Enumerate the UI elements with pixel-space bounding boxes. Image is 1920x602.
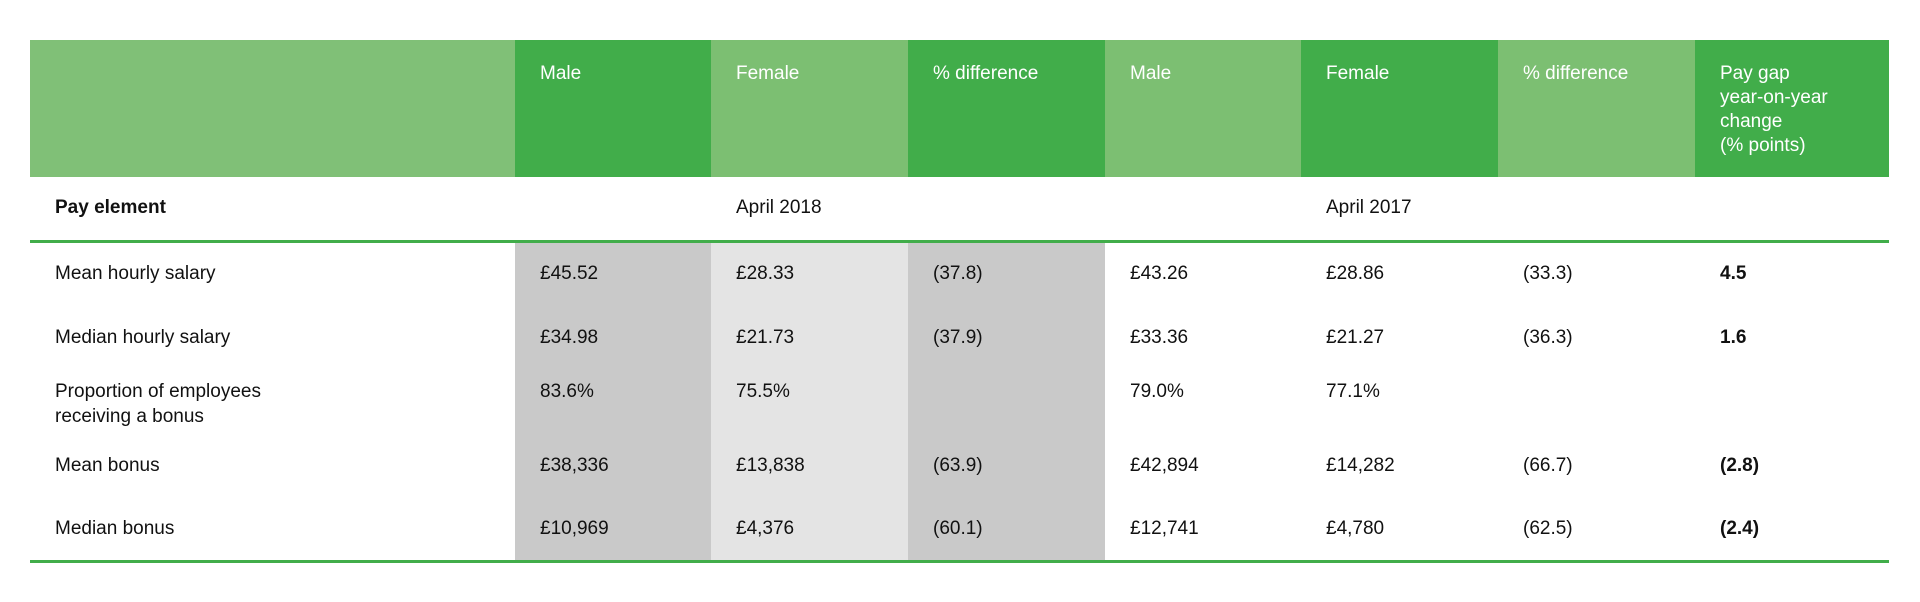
row-label: Mean bonus <box>55 454 160 476</box>
header-change: Pay gap year-on-year change (% points) <box>1695 40 1889 177</box>
header-blank <box>30 40 515 177</box>
table-row: Proportion of employees receiving a bonu… <box>30 369 1889 433</box>
cell-change: (2.8) <box>1720 454 1760 476</box>
cell-female-2018: £4,376 <box>711 497 908 563</box>
cell-diff-2018: (37.9) <box>908 305 1105 369</box>
sub-empty <box>1498 177 1695 243</box>
period-2018-label: April 2018 <box>711 177 908 243</box>
cell-diff-2017: (33.3) <box>1523 263 1573 285</box>
cell-diff-2017: (62.5) <box>1498 497 1695 563</box>
sub-empty <box>908 177 1105 243</box>
cell-male-2018: £38,336 <box>515 433 711 497</box>
cell-female-2017: 77.1% <box>1326 381 1380 402</box>
cell-female-2018: £21.73 <box>711 305 908 369</box>
cell-female-2017: £4,780 <box>1301 497 1498 563</box>
cell-diff-2018: (63.9) <box>908 433 1105 497</box>
table-row: Mean hourly salary £45.52 £28.33 (37.8) … <box>30 241 1889 305</box>
cell-diff-2017 <box>1498 369 1695 433</box>
cell-female-2018: 75.5% <box>711 369 908 433</box>
cell-diff-2017: (66.7) <box>1523 454 1573 476</box>
cell-female-2017: £14,282 <box>1326 454 1395 476</box>
cell-male-2017: £42,894 <box>1130 454 1199 476</box>
header-male-2018: Male <box>515 40 711 177</box>
sub-empty <box>515 177 711 243</box>
header-diff-2017: % difference <box>1498 40 1695 177</box>
row-label: Median bonus <box>30 497 515 563</box>
table-row: Median bonus £10,969 £4,376 (60.1) £12,7… <box>30 497 1889 563</box>
sub-empty <box>1105 177 1301 243</box>
cell-diff-2017: (36.3) <box>1523 326 1573 348</box>
row-label: Proportion of employees receiving a bonu… <box>55 381 261 427</box>
table-row: Mean bonus £38,336 £13,838 (63.9) £42,89… <box>30 433 1889 497</box>
row-label: Median hourly salary <box>55 326 231 348</box>
cell-male-2018: £34.98 <box>515 305 711 369</box>
cell-male-2017: £12,741 <box>1105 497 1301 563</box>
cell-diff-2018 <box>908 369 1105 433</box>
header-female-2018: Female <box>711 40 908 177</box>
cell-change <box>1695 369 1889 433</box>
header-row: Male Female % difference Male Female % d… <box>30 40 1889 177</box>
cell-male-2017: £43.26 <box>1130 263 1189 285</box>
header-diff-2018: % difference <box>908 40 1105 177</box>
cell-female-2017: £28.86 <box>1326 263 1385 285</box>
table-row: Median hourly salary £34.98 £21.73 (37.9… <box>30 305 1889 369</box>
cell-diff-2018: (37.8) <box>908 241 1105 305</box>
cell-change: 4.5 <box>1720 263 1747 285</box>
cell-male-2018: £10,969 <box>515 497 711 563</box>
cell-diff-2018: (60.1) <box>908 497 1105 563</box>
row-label: Mean hourly salary <box>55 263 216 285</box>
cell-female-2018: £13,838 <box>711 433 908 497</box>
cell-change: (2.4) <box>1695 497 1889 563</box>
cell-female-2018: £28.33 <box>711 241 908 305</box>
header-female-2017: Female <box>1301 40 1498 177</box>
sub-empty <box>1695 177 1889 243</box>
header-male-2017: Male <box>1105 40 1301 177</box>
gender-pay-gap-table: Male Female % difference Male Female % d… <box>30 40 1889 563</box>
cell-change: 1.6 <box>1720 326 1747 348</box>
cell-male-2018: £45.52 <box>515 241 711 305</box>
period-2017-label: April 2017 <box>1301 177 1498 243</box>
subheader-row: Pay element April 2018 April 2017 <box>30 177 1889 243</box>
cell-male-2017: 79.0% <box>1130 381 1184 402</box>
cell-male-2018: 83.6% <box>515 369 711 433</box>
cell-female-2017: £21.27 <box>1326 326 1385 348</box>
pay-element-label: Pay element <box>30 177 515 243</box>
cell-male-2017: £33.36 <box>1130 326 1189 348</box>
